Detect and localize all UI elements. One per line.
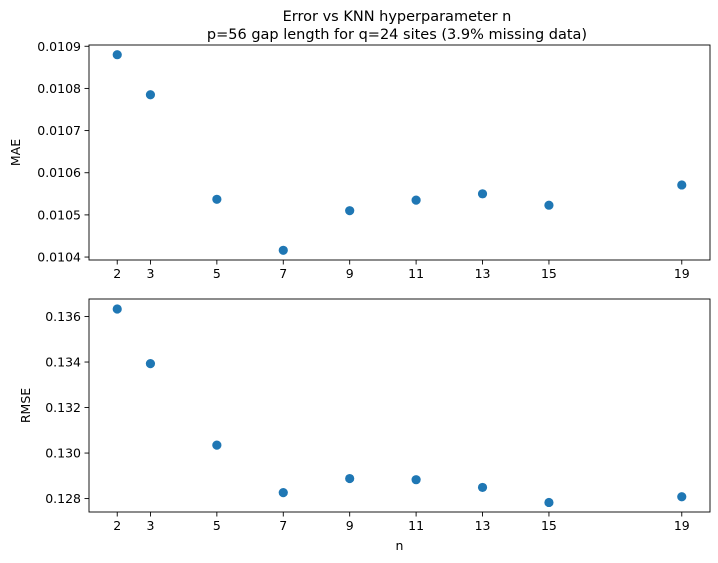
x-tick-label: 5 <box>213 266 221 281</box>
y-tick-label: 0.0104 <box>37 250 81 265</box>
data-point <box>677 492 687 502</box>
data-point <box>345 473 355 484</box>
data-point <box>477 189 488 199</box>
axes-frame <box>88 44 711 261</box>
data-point <box>544 200 554 210</box>
x-tick-label: 2 <box>113 518 121 533</box>
x-tick-label: 15 <box>541 518 557 533</box>
data-point <box>411 195 421 205</box>
data-point <box>145 90 156 100</box>
y-tick-label: 0.136 <box>45 309 81 324</box>
y-tick-label: 0.134 <box>45 355 81 370</box>
data-point <box>145 359 156 369</box>
data-point <box>112 304 122 314</box>
x-tick-label: 5 <box>213 518 221 533</box>
x-tick-label: 7 <box>279 518 287 533</box>
data-point <box>278 488 288 498</box>
x-axis-label: n <box>396 538 404 553</box>
y-tick-label: 0.132 <box>45 400 81 415</box>
x-tick-label: 11 <box>408 266 424 281</box>
data-point <box>345 206 355 216</box>
data-point <box>112 50 122 60</box>
y-tick-label: 0.0108 <box>37 81 81 96</box>
chart-title-line2: p=56 gap length for q=24 sites (3.9% mis… <box>207 27 587 43</box>
data-point <box>677 180 687 190</box>
x-tick-label: 15 <box>541 266 557 281</box>
y-tick-label: 0.130 <box>45 446 81 461</box>
mae-subplot: 2 3 5 7 9 11 13 15 19 0.0104 0.0105 0.0106 0.0107 0.0… <box>8 39 711 281</box>
x-tick-label: 9 <box>346 266 354 281</box>
y-axis-label: RMSE <box>18 388 33 423</box>
data-point <box>411 475 421 485</box>
x-tick-label: 3 <box>146 518 154 533</box>
x-tick-label: 11 <box>408 518 424 533</box>
data-point <box>477 482 488 493</box>
x-tick-label: 13 <box>475 266 491 281</box>
y-tick-label: 0.0107 <box>37 123 81 138</box>
chart-title-line1: Error vs KNN hyperparameter n <box>283 9 512 25</box>
y-axis-label: MAE <box>8 139 23 166</box>
x-tick-label: 3 <box>146 266 154 281</box>
x-tick-label: 19 <box>674 266 690 281</box>
data-point <box>212 194 222 204</box>
y-tick-label: 0.0106 <box>37 165 81 180</box>
x-tick-label: 13 <box>475 518 491 533</box>
y-tick-label: 0.0105 <box>37 207 81 222</box>
data-point <box>278 245 288 255</box>
y-tick-label: 0.0109 <box>37 39 81 54</box>
x-tick-label: 9 <box>346 518 354 533</box>
rmse-subplot: 2 3 5 7 9 11 13 15 19 0.128 0.130 0.132 0.134 0.136 RM… <box>18 298 711 553</box>
x-tick-label: 7 <box>279 266 287 281</box>
axes-frame <box>88 298 711 513</box>
x-tick-label: 2 <box>113 266 121 281</box>
x-tick-label: 19 <box>674 518 690 533</box>
data-point <box>544 497 554 508</box>
y-tick-label: 0.128 <box>45 491 81 506</box>
data-point <box>212 440 222 450</box>
